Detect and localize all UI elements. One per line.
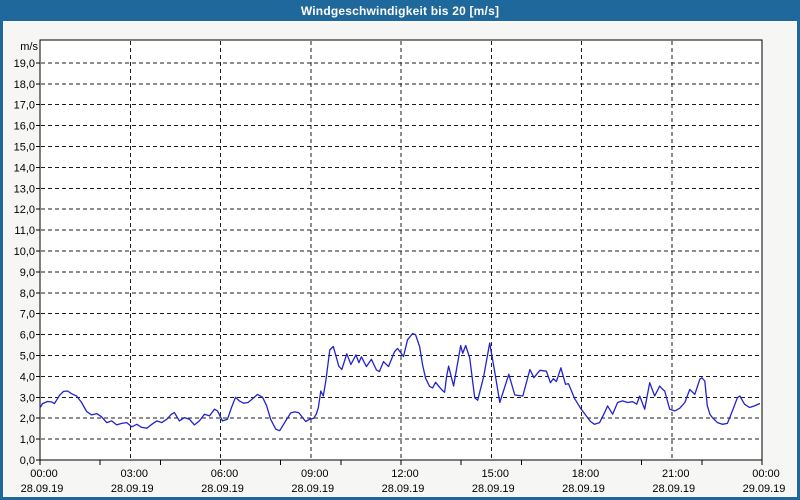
svg-text:00:00: 00:00	[30, 468, 58, 480]
svg-text:4,0: 4,0	[20, 371, 35, 383]
svg-text:28.09.19: 28.09.19	[111, 483, 154, 495]
wind-speed-line	[39, 332, 761, 432]
svg-text:28.09.19: 28.09.19	[652, 483, 695, 495]
svg-text:16,0: 16,0	[14, 121, 35, 133]
svg-text:28.09.19: 28.09.19	[472, 483, 515, 495]
svg-text:12,0: 12,0	[14, 204, 35, 216]
svg-text:7,0: 7,0	[20, 309, 35, 321]
window-titlebar: Windgeschwindigkeit bis 20 [m/s]	[0, 0, 800, 21]
svg-text:9,0: 9,0	[20, 267, 35, 279]
svg-text:18,0: 18,0	[14, 79, 35, 91]
svg-text:18:00: 18:00	[572, 468, 600, 480]
svg-text:10,0: 10,0	[14, 246, 35, 258]
svg-text:15,0: 15,0	[14, 142, 35, 154]
svg-text:19,0: 19,0	[14, 58, 35, 70]
window-title: Windgeschwindigkeit bis 20 [m/s]	[300, 3, 500, 18]
svg-text:1,0: 1,0	[20, 434, 35, 446]
svg-text:13,0: 13,0	[14, 183, 35, 195]
svg-text:28.09.19: 28.09.19	[562, 483, 605, 495]
svg-text:28.09.19: 28.09.19	[382, 483, 425, 495]
svg-text:00:00: 00:00	[752, 468, 780, 480]
svg-text:2,0: 2,0	[20, 413, 35, 425]
x-axis-labels: 00:00 28.09.19 03:00 28.09.19 06:00 28.09.19 0…	[21, 468, 786, 495]
svg-text:5,0: 5,0	[20, 351, 35, 363]
svg-text:11,0: 11,0	[14, 225, 35, 237]
svg-text:21:00: 21:00	[662, 468, 690, 480]
svg-text:3,0: 3,0	[20, 392, 35, 404]
svg-text:28.09.19: 28.09.19	[201, 483, 244, 495]
svg-text:28.09.19: 28.09.19	[291, 483, 334, 495]
svg-text:09:00: 09:00	[301, 468, 329, 480]
svg-text:6,0: 6,0	[20, 330, 35, 342]
svg-text:03:00: 03:00	[120, 468, 148, 480]
svg-text:15:00: 15:00	[481, 468, 509, 480]
svg-text:8,0: 8,0	[20, 288, 35, 300]
axes	[36, 39, 763, 465]
svg-text:14,0: 14,0	[14, 162, 35, 174]
svg-text:17,0: 17,0	[14, 100, 35, 112]
svg-text:12:00: 12:00	[391, 468, 419, 480]
y-axis-unit: m/s	[20, 41, 38, 53]
svg-text:28.09.19: 28.09.19	[21, 483, 64, 495]
svg-text:29.09.19: 29.09.19	[743, 483, 786, 495]
y-axis-labels: m/s 0,0 1,0 2,0 3,0 4,0 5,0 6,0 7,0 8,0 9,0 10,0 11,…	[14, 41, 39, 467]
svg-text:0,0: 0,0	[20, 455, 35, 467]
svg-text:06:00: 06:00	[211, 468, 239, 480]
